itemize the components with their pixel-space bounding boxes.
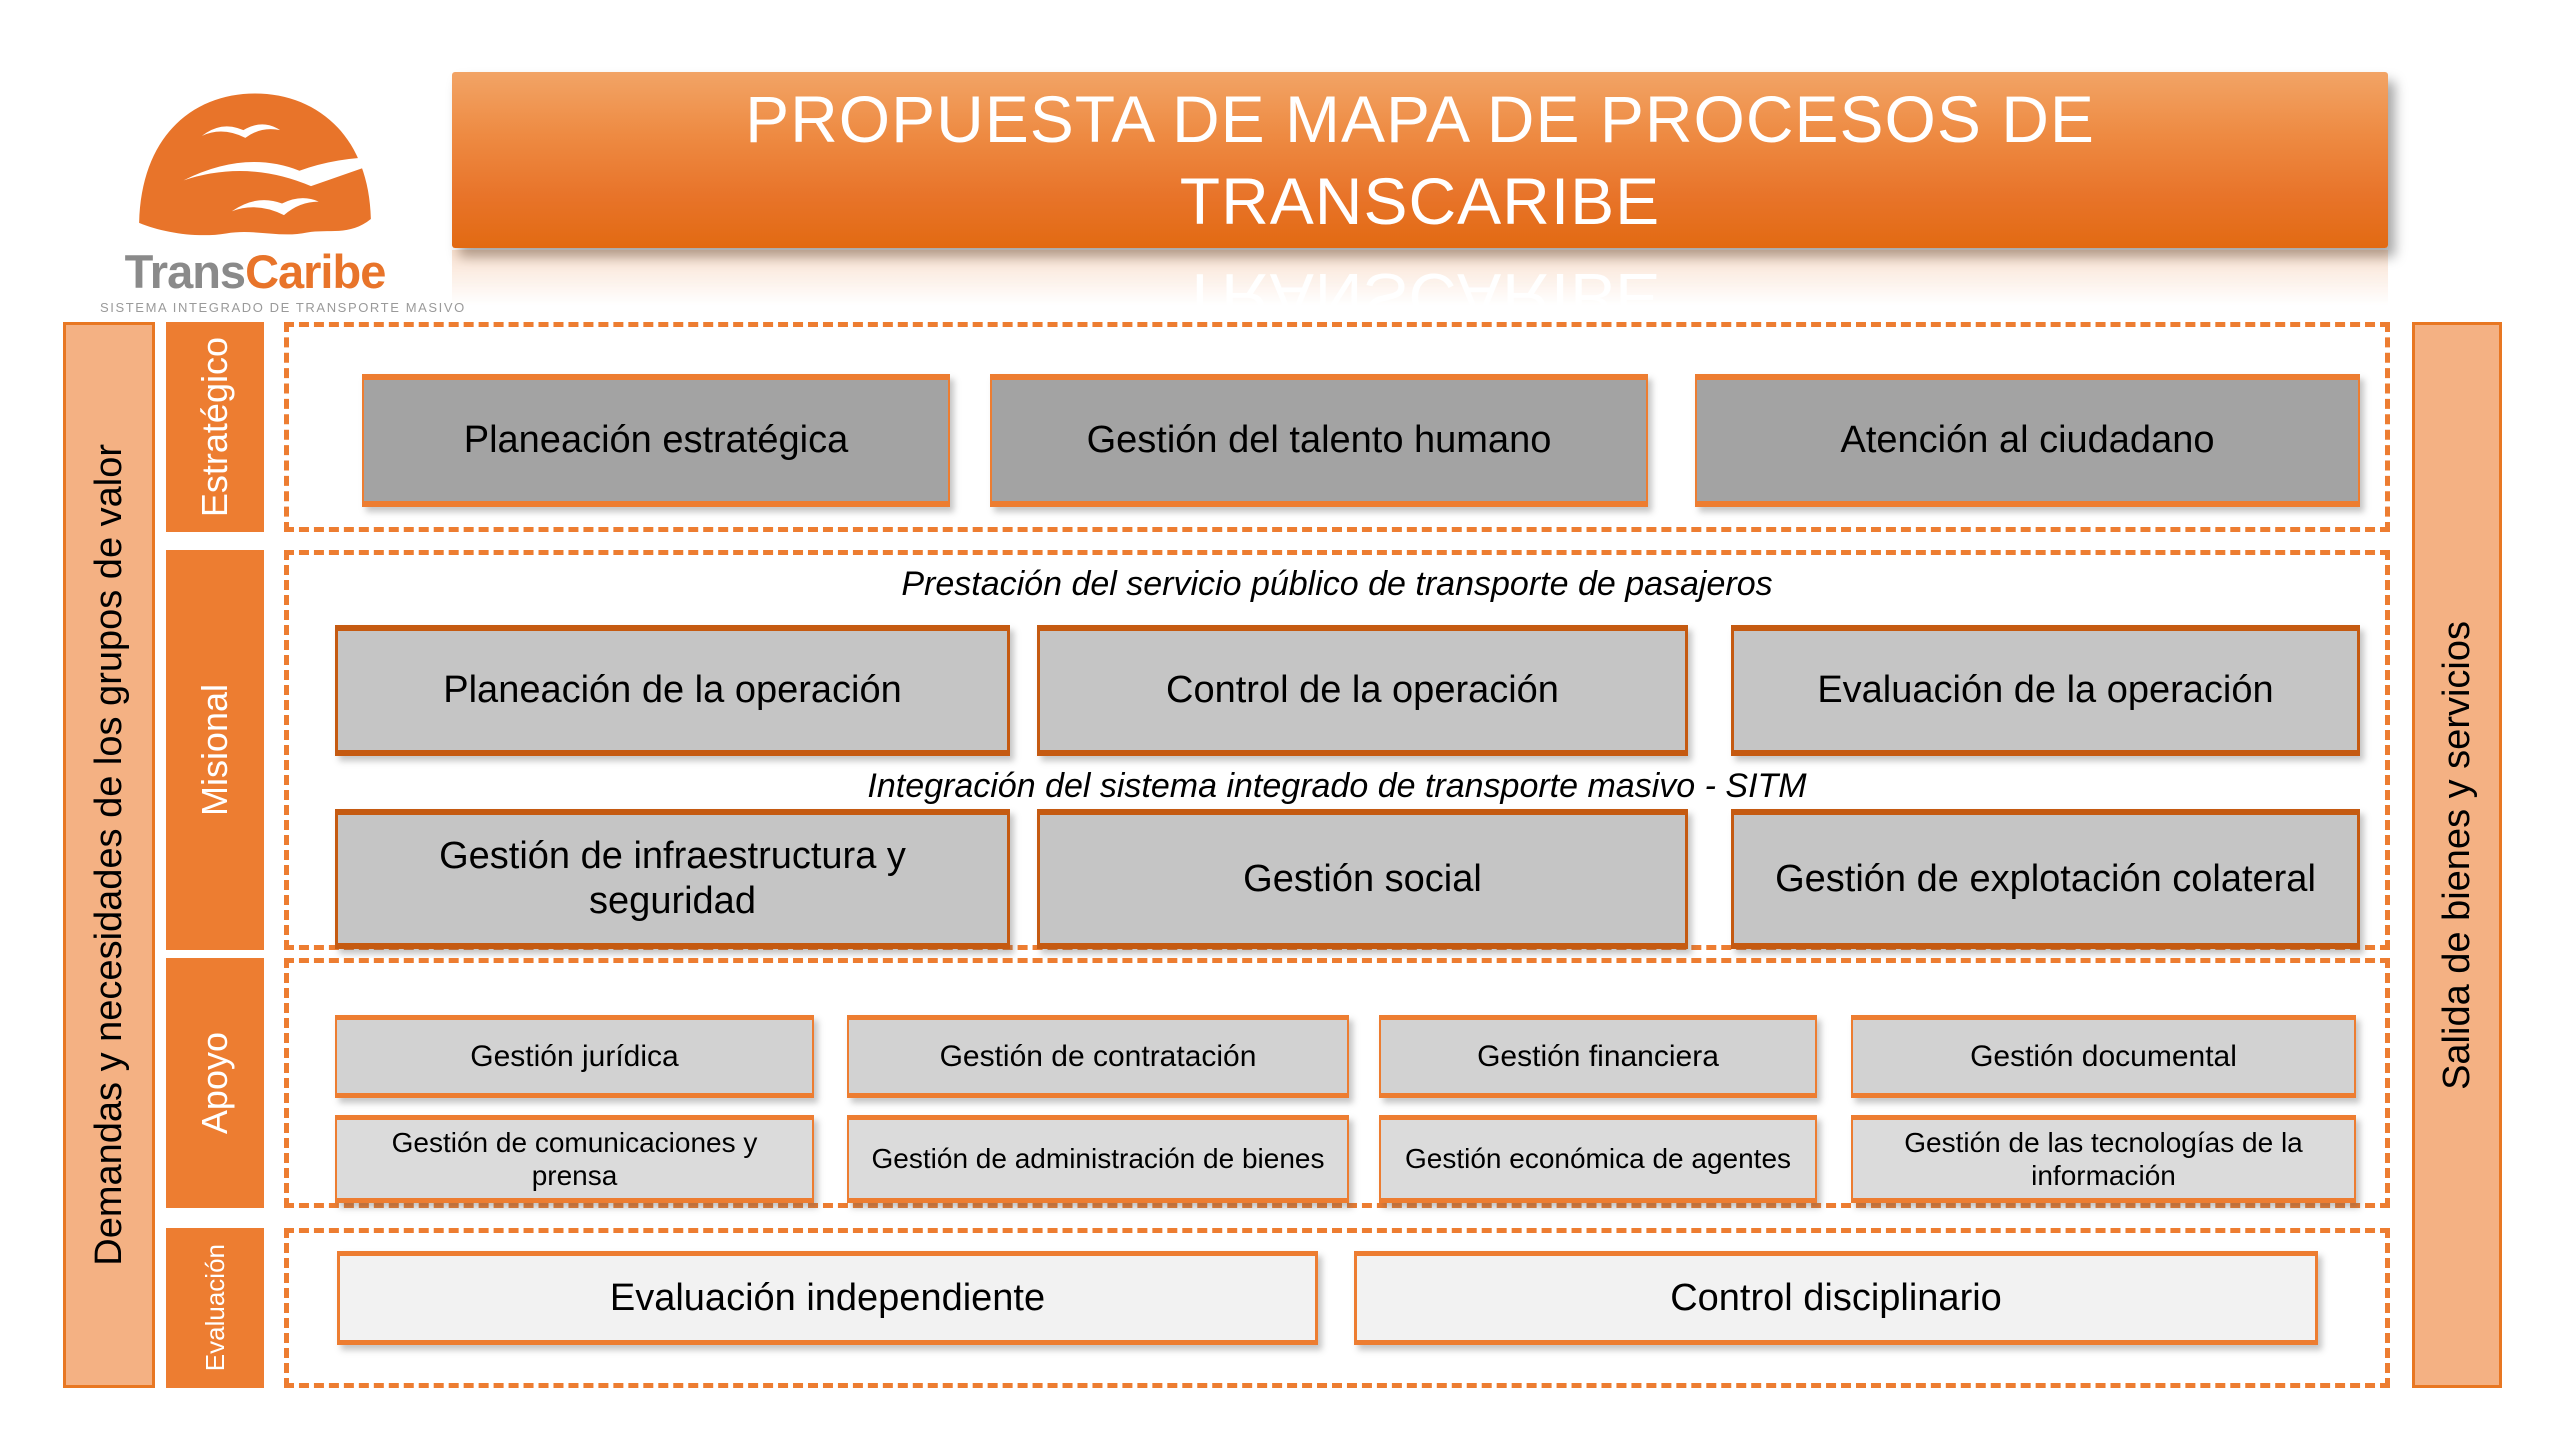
misional-subtitle-integracion-sitm: Integración del sistema integrado de tra… <box>867 767 1807 805</box>
process-box-gestion-contratacion: Gestión de contratación <box>847 1015 1349 1098</box>
process-box-comunicaciones-prensa: Gestión de comunicaciones y prensa <box>335 1115 814 1203</box>
process-box-gestion-financiera: Gestión financiera <box>1379 1015 1817 1098</box>
title-line1: PROPUESTA DE MAPA DE PROCESOS DE <box>745 82 2095 156</box>
misional-subtitle-servicio-publico: Prestación del servicio público de trans… <box>901 565 1773 603</box>
title-banner-reflection-clone: PROPUESTA DE MAPA DE PROCESOS DE TRANSCA… <box>452 250 2388 312</box>
logo-text-caribe: Caribe <box>245 245 386 298</box>
title-line2: TRANSCARIBE <box>1179 164 1661 238</box>
logo-text-trans: Trans <box>124 245 246 298</box>
process-box-economica-agentes: Gestión económica de agentes <box>1379 1115 1817 1203</box>
process-box-infraestructura-seguridad: Gestión de infraestructura y seguridad <box>335 809 1010 949</box>
process-box-gestion-juridica: Gestión jurídica <box>335 1015 814 1098</box>
process-box-control-operacion: Control de la operación <box>1037 625 1688 756</box>
section-apoyo: Gestión jurídica Gestión de contratación… <box>284 958 2390 1208</box>
process-box-gestion-social: Gestión social <box>1037 809 1688 949</box>
logo-tagline: SISTEMA INTEGRADO DE TRANSPORTE MASIVO <box>100 300 466 315</box>
transcaribe-logo: TransCaribe SISTEMA INTEGRADO DE TRANSPO… <box>100 78 466 315</box>
row-label-evaluacion: Evaluación <box>166 1228 264 1388</box>
process-box-gestion-talento-humano: Gestión del talento humano <box>990 374 1648 507</box>
section-estrategico: Planeación estratégica Gestión del talen… <box>284 322 2390 532</box>
outputs-bar: Salida de bienes y servicios <box>2412 322 2502 1388</box>
logo-wordmark: TransCaribe <box>100 248 410 296</box>
process-box-explotacion-colateral: Gestión de explotación colateral <box>1731 809 2360 949</box>
title-banner-reflection: PROPUESTA DE MAPA DE PROCESOS DE TRANSCA… <box>452 250 2388 312</box>
process-box-atencion-ciudadano: Atención al ciudadano <box>1695 374 2360 507</box>
process-box-planeacion-estrategica: Planeación estratégica <box>362 374 950 507</box>
title-banner: PROPUESTA DE MAPA DE PROCESOS DE TRANSCA… <box>452 72 2388 248</box>
process-box-control-disciplinario: Control disciplinario <box>1354 1251 2318 1345</box>
process-box-planeacion-operacion: Planeación de la operación <box>335 625 1010 756</box>
row-label-misional: Misional <box>166 550 264 950</box>
process-box-administracion-bienes: Gestión de administración de bienes <box>847 1115 1349 1203</box>
logo-sun-birds-icon <box>139 93 395 236</box>
section-misional: Prestación del servicio público de trans… <box>284 550 2390 950</box>
process-box-tecnologias-informacion: Gestión de las tecnologías de la informa… <box>1851 1115 2356 1203</box>
demands-input-bar: Demandas y necesidades de los grupos de … <box>63 322 155 1388</box>
process-box-gestion-documental: Gestión documental <box>1851 1015 2356 1098</box>
process-box-evaluacion-operacion: Evaluación de la operación <box>1731 625 2360 756</box>
row-label-estrategico: Estratégico <box>166 322 264 532</box>
outputs-label: Salida de bienes y servicios <box>2435 620 2478 1090</box>
section-evaluacion: Evaluación independiente Control discipl… <box>284 1228 2390 1388</box>
row-label-apoyo: Apoyo <box>166 958 264 1208</box>
demands-input-label: Demandas y necesidades de los grupos de … <box>87 444 130 1266</box>
process-box-evaluacion-independiente: Evaluación independiente <box>337 1251 1318 1345</box>
